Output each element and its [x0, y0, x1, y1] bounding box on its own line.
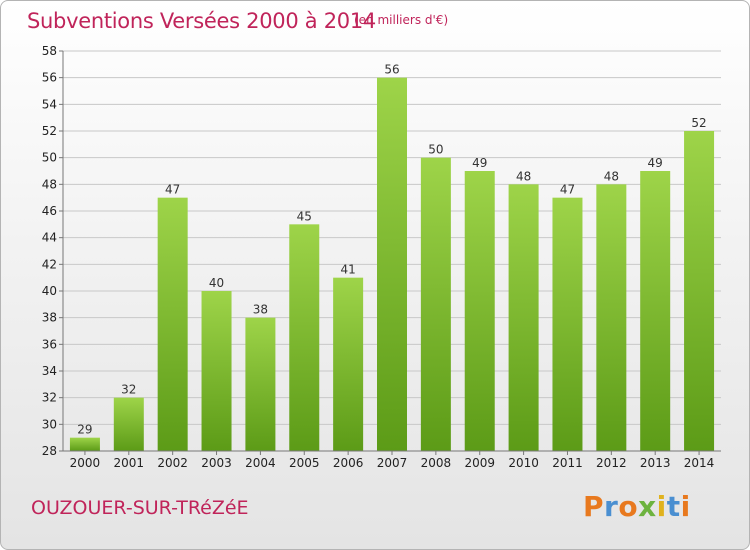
- bar: [113, 397, 144, 451]
- x-tick-label: 2013: [640, 456, 671, 470]
- bar: [333, 277, 364, 451]
- x-tick-label: 2000: [70, 456, 101, 470]
- x-tick-label: 2014: [684, 456, 715, 470]
- bar-value-label: 50: [428, 143, 443, 157]
- logo-letter: t: [666, 490, 681, 523]
- bar-value-label: 45: [297, 209, 312, 223]
- y-tick-label: 48: [42, 177, 57, 191]
- logo-letter: r: [604, 490, 619, 523]
- bar: [245, 317, 276, 451]
- y-tick-label: 54: [42, 97, 57, 111]
- x-tick-label: 2009: [464, 456, 495, 470]
- x-tick-label: 2007: [377, 456, 408, 470]
- bar-value-label: 48: [604, 169, 619, 183]
- bar-value-label: 38: [253, 303, 268, 317]
- logo-letter: x: [638, 490, 657, 523]
- y-tick-label: 56: [42, 71, 57, 85]
- x-tick-label: 2008: [421, 456, 452, 470]
- x-tick-label: 2003: [201, 456, 232, 470]
- chart-unit: (en milliers d'€): [354, 13, 449, 27]
- bar-value-label: 47: [165, 183, 180, 197]
- bar-value-label: 47: [560, 183, 575, 197]
- y-tick-label: 46: [42, 204, 57, 218]
- y-tick-label: 52: [42, 124, 57, 138]
- y-tick-label: 50: [42, 151, 57, 165]
- y-tick-label: 30: [42, 417, 57, 431]
- bar: [640, 171, 671, 451]
- x-tick-label: 2002: [157, 456, 188, 470]
- y-tick-label: 58: [42, 44, 57, 58]
- bar: [69, 437, 100, 451]
- x-tick-label: 2004: [245, 456, 276, 470]
- x-tick-label: 2006: [333, 456, 364, 470]
- logo-letter: i: [656, 490, 667, 523]
- bar-value-label: 48: [516, 169, 531, 183]
- bar-value-label: 49: [648, 156, 663, 170]
- proxiti-logo: Proxiti: [583, 490, 691, 523]
- bar-value-label: 49: [472, 156, 487, 170]
- bar-value-label: 32: [121, 383, 136, 397]
- y-tick-label: 42: [42, 257, 57, 271]
- bar: [157, 197, 188, 451]
- bar: [420, 157, 451, 451]
- bar: [508, 184, 539, 452]
- y-tick-label: 38: [42, 311, 57, 325]
- x-tick-label: 2011: [552, 456, 583, 470]
- x-tick-label: 2005: [289, 456, 320, 470]
- bar-value-label: 41: [340, 263, 355, 277]
- bar-value-label: 40: [209, 276, 224, 290]
- logo-letter: i: [680, 490, 691, 523]
- y-tick-label: 34: [42, 364, 57, 378]
- logo-letter: o: [618, 490, 639, 523]
- bar: [684, 131, 715, 451]
- y-tick-label: 44: [42, 231, 57, 245]
- bar: [552, 197, 583, 451]
- bar-value-label: 29: [77, 423, 92, 437]
- bar: [464, 171, 495, 451]
- bar: [201, 291, 232, 451]
- axes: [59, 50, 721, 455]
- bar: [596, 184, 627, 452]
- x-tick-label: 2012: [596, 456, 627, 470]
- x-tick-label: 2001: [114, 456, 145, 470]
- y-tick-label: 36: [42, 337, 57, 351]
- bar-value-label: 56: [384, 63, 399, 77]
- labels: 28 30 32 34 36 38 40 42 44 46 48 50 52 54 56 58 29 2000 32…: [42, 44, 715, 470]
- y-tick-label: 32: [42, 391, 57, 405]
- x-tick-label: 2010: [508, 456, 539, 470]
- bar-value-label: 52: [691, 116, 706, 130]
- y-tick-label: 40: [42, 284, 57, 298]
- commune-name: OUZOUER-SUR-TRéZéE: [31, 497, 249, 519]
- logo-letter: P: [583, 490, 605, 523]
- chart-title: Subventions Versées 2000 à 2014: [27, 9, 376, 33]
- bar: [377, 77, 407, 452]
- y-tick-label: 28: [42, 444, 57, 458]
- bar: [289, 224, 320, 451]
- bars: [69, 77, 715, 452]
